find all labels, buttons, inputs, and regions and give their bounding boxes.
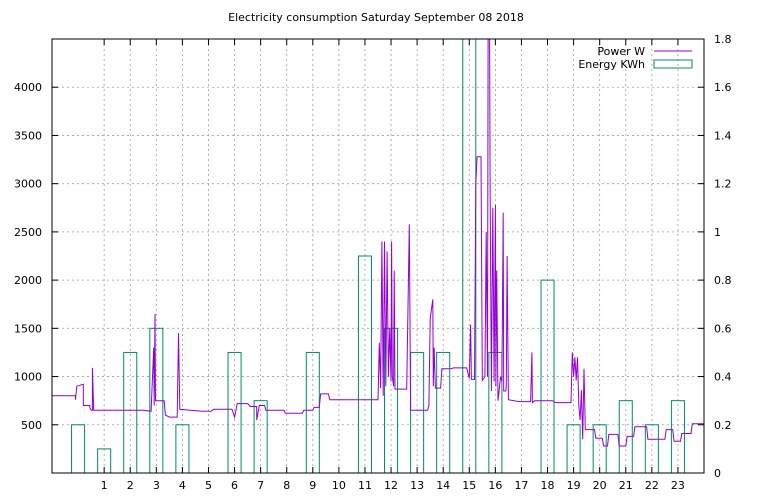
y2-tick-label: 0.2 <box>714 419 732 432</box>
x-tick-label: 13 <box>410 479 424 492</box>
x-tick-label: 19 <box>567 479 581 492</box>
x-tick-label: 4 <box>179 479 186 492</box>
energy-series <box>71 38 685 474</box>
legend-label-energy: Energy KWh <box>578 58 645 71</box>
energy-box <box>71 424 86 474</box>
plot-frame <box>51 38 705 474</box>
x-tick-label: 3 <box>153 479 160 492</box>
x-tick-label: 7 <box>257 479 264 492</box>
x-tick-label: 16 <box>488 479 502 492</box>
x-tick-label: 23 <box>671 479 685 492</box>
x-tick-label: 22 <box>645 479 659 492</box>
y2-tick-label: 0.6 <box>714 322 732 335</box>
legend-swatch-energy <box>653 59 693 69</box>
y2-tick-label: 1.8 <box>714 33 732 46</box>
x-tick-label: 18 <box>541 479 555 492</box>
y-tick-label: 4000 <box>14 81 42 94</box>
y2-tick-label: 1.6 <box>714 81 732 94</box>
x-tick-label: 20 <box>593 479 607 492</box>
power-line <box>52 38 704 447</box>
x-tick-label: 17 <box>514 479 528 492</box>
y-tick-label: 2500 <box>14 226 42 239</box>
x-tick-label: 15 <box>462 479 476 492</box>
y2-tick-label: 0.8 <box>714 274 732 287</box>
power-series <box>52 38 704 447</box>
x-tick-label: 6 <box>231 479 238 492</box>
y2-tick-label: 0 <box>714 467 721 480</box>
y-tick-label: 500 <box>21 419 42 432</box>
y-tick-label: 1000 <box>14 371 42 384</box>
x-tick-label: 2 <box>127 479 134 492</box>
x-tick-label: 9 <box>309 479 316 492</box>
chart-title: Electricity consumption Saturday Septemb… <box>228 11 524 24</box>
y2-tick-label: 1.2 <box>714 178 732 191</box>
x-tick-label: 8 <box>283 479 290 492</box>
axis-ticks: 1 2 3 4 5 6 7 8 9 10 11 12 13 14 15 16 17 18 19 20 21 22 23500… <box>14 33 732 492</box>
y-tick-label: 3000 <box>14 178 42 191</box>
x-tick-label: 10 <box>332 479 346 492</box>
legend-label-power: Power W <box>597 45 645 58</box>
energy-box <box>253 400 268 474</box>
y-tick-label: 2000 <box>14 274 42 287</box>
y-tick-label: 3500 <box>14 129 42 142</box>
x-tick-label: 14 <box>436 479 450 492</box>
x-tick-label: 21 <box>619 479 633 492</box>
x-tick-label: 12 <box>384 479 398 492</box>
y-tick-label: 1500 <box>14 322 42 335</box>
x-tick-label: 1 <box>101 479 108 492</box>
y2-tick-label: 1.4 <box>714 129 732 142</box>
x-tick-label: 11 <box>358 479 372 492</box>
y2-tick-label: 1 <box>714 226 721 239</box>
y2-tick-label: 0.4 <box>714 371 732 384</box>
x-tick-label: 5 <box>205 479 212 492</box>
